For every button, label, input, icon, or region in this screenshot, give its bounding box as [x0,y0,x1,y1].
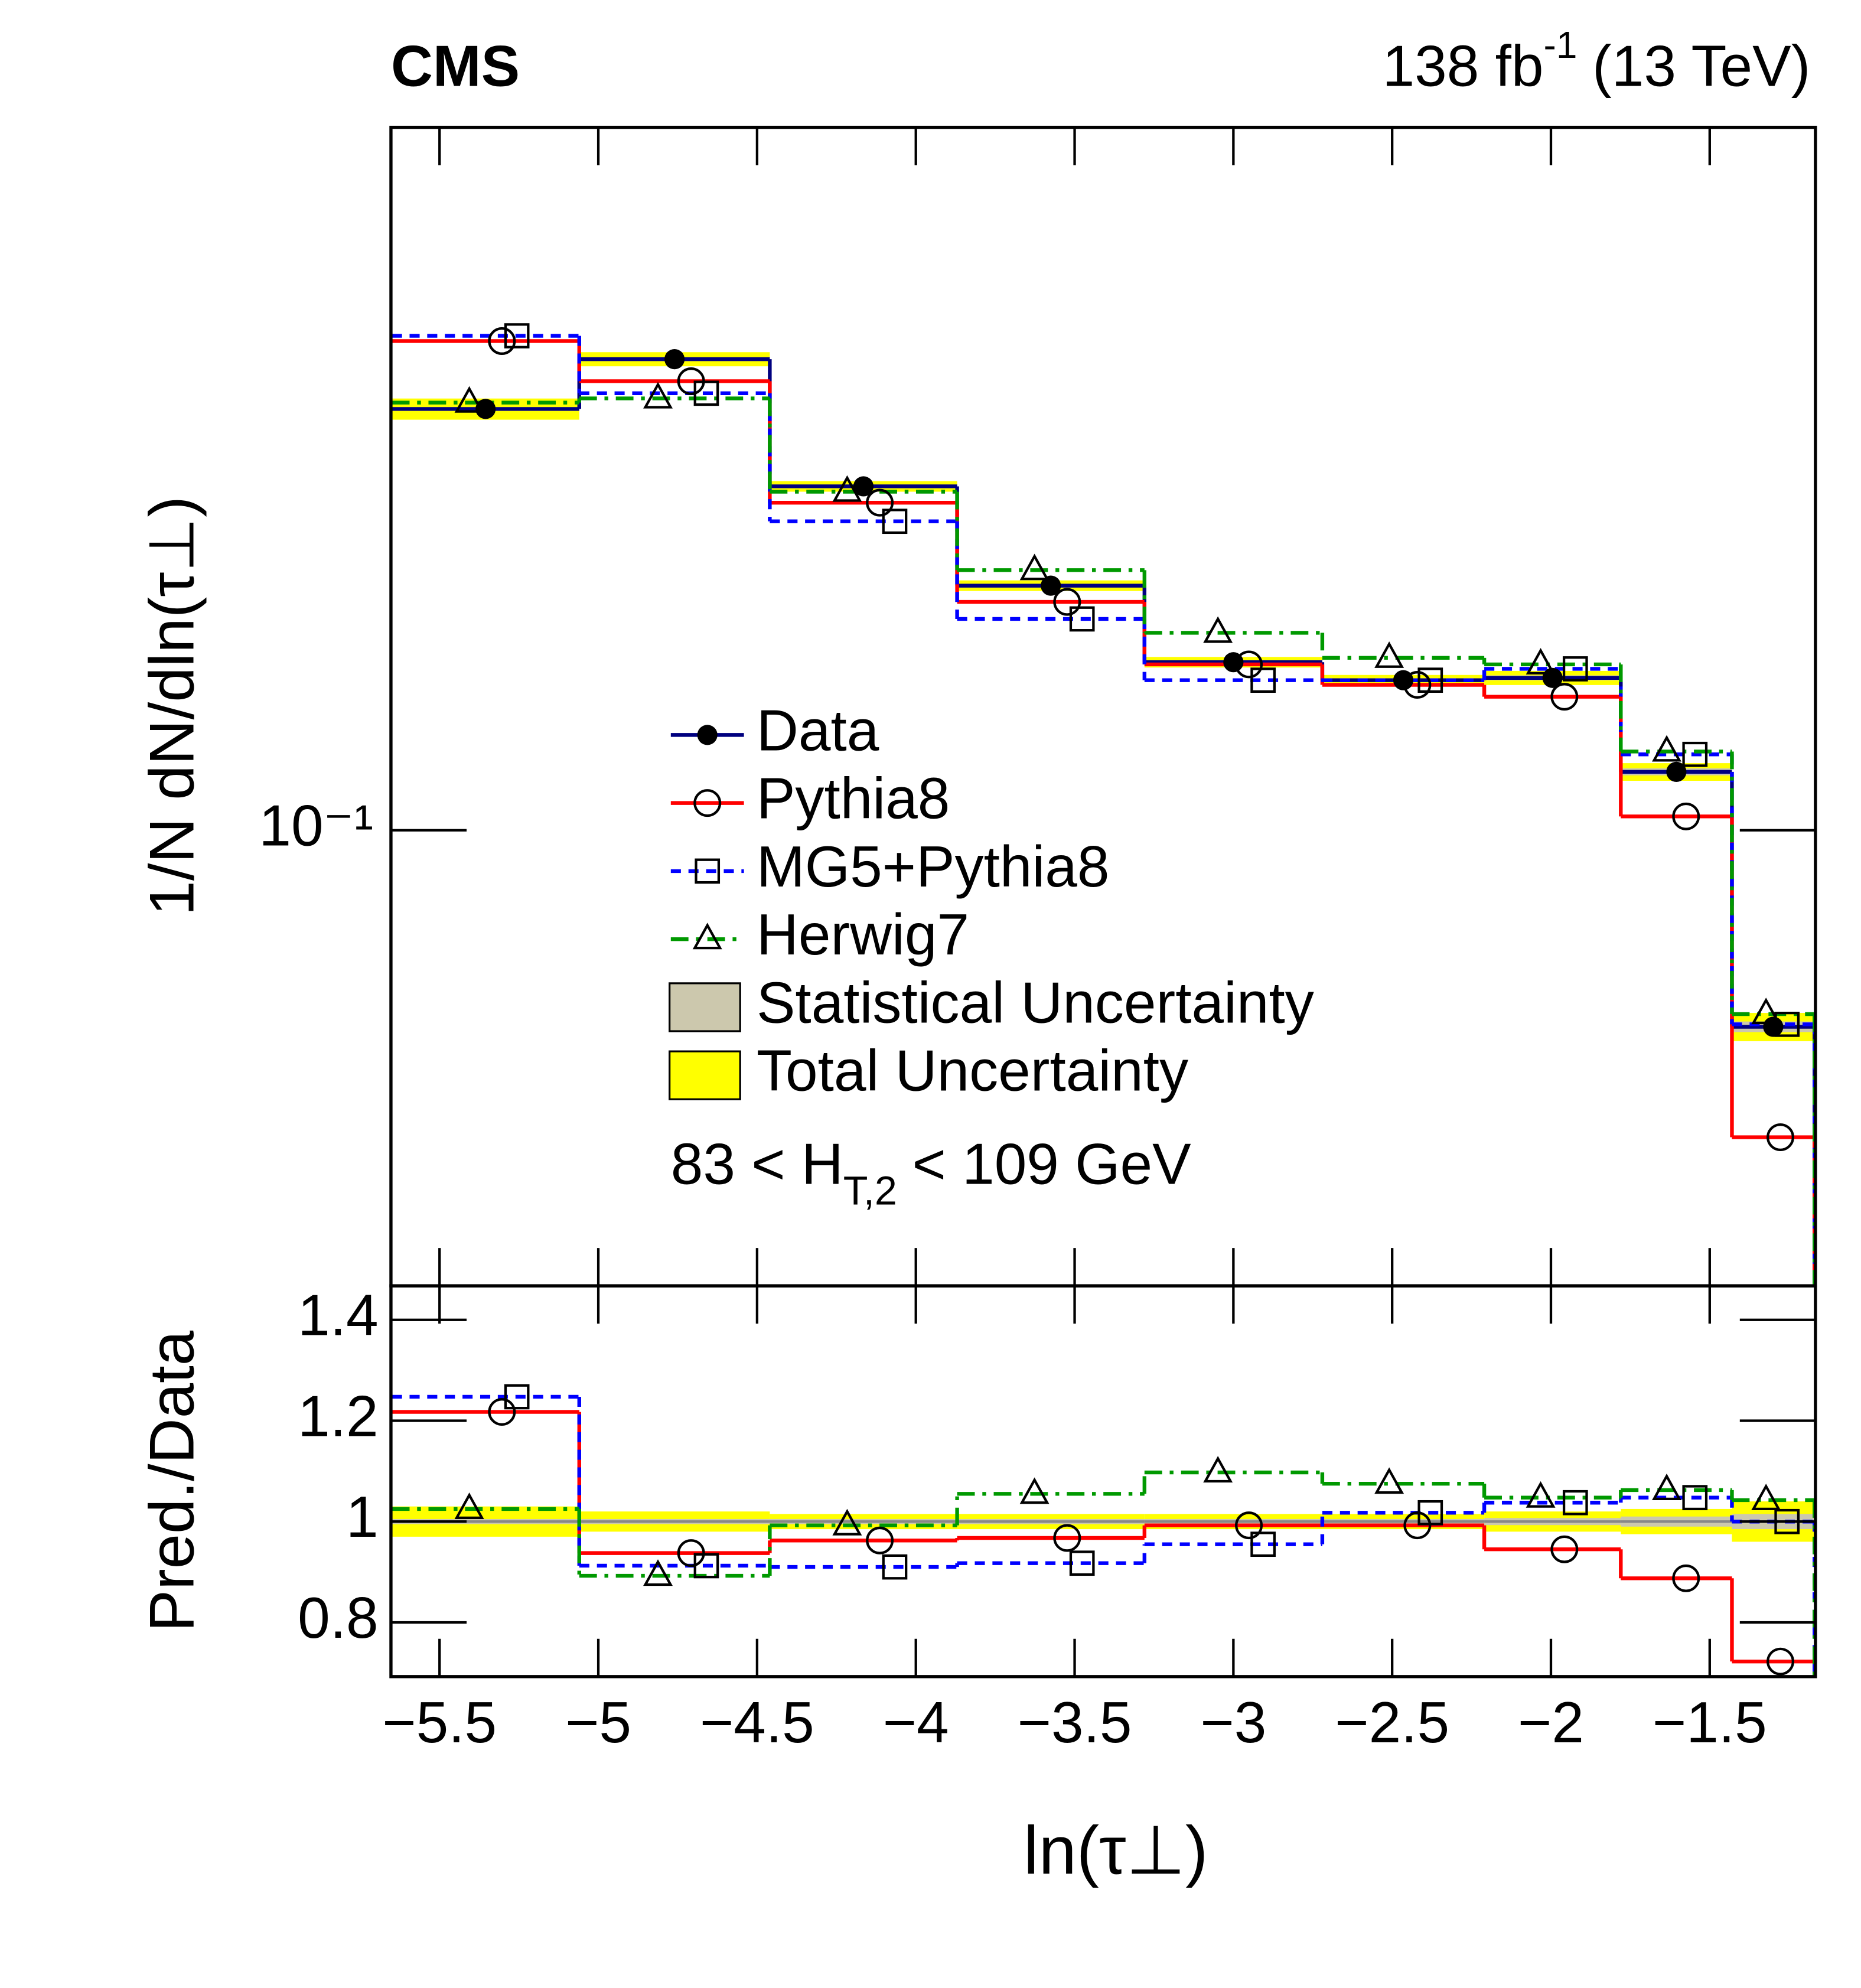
legend-marker [692,923,722,950]
legend-label: MG5+Pythia8 [757,834,1110,899]
lumi-rest: (13 TeV) [1592,33,1810,98]
marker [488,327,516,355]
ratio-y-axis-title: Pred./Data [136,1330,207,1632]
y-tick-label: 1.2 [298,1383,378,1448]
marker [454,1492,484,1519]
marker [1417,1500,1443,1526]
marker [643,382,673,409]
marker [1767,1647,1795,1676]
x-tick-label: −3.5 [1018,1690,1132,1755]
marker [1235,650,1263,679]
y-tick-label: 10⁻¹ [259,793,373,858]
marker [1672,1564,1700,1592]
marker [693,380,719,406]
marker [882,1554,908,1580]
marker [1069,1550,1095,1576]
annotation-text: 83 < H [671,1132,843,1197]
lumi-sup: -1 [1544,24,1578,66]
x-tick-label: −3 [1200,1690,1266,1755]
marker [1774,1011,1800,1037]
marker [1526,1481,1556,1508]
y-axis-title: 1/N dN/dln(τ⊥) [136,496,207,915]
marker [866,1526,894,1554]
marker [866,488,894,517]
annotation-rest: < 109 GeV [912,1132,1192,1197]
marker [882,509,908,535]
marker [1019,1477,1050,1504]
x-tick-label: −2 [1518,1690,1584,1755]
legend-label: Data [757,698,879,762]
marker [1019,553,1050,581]
marker [1403,671,1432,699]
marker [1682,741,1708,767]
marker [1672,802,1700,830]
marker [1652,1474,1681,1500]
marker [1562,656,1588,682]
x-axis-title: ln(τ⊥) [1024,1813,1208,1888]
marker [1550,1535,1579,1563]
marker [1053,588,1081,616]
x-tick-label: −2.5 [1335,1690,1449,1755]
x-tick-label: −1.5 [1653,1690,1767,1755]
marker [1374,641,1404,668]
x-tick-label: −5 [565,1690,631,1755]
marker [1374,1467,1404,1494]
marker [504,1384,530,1410]
marker [1526,648,1556,675]
marker [1203,616,1233,643]
legend-label: Total Uncertainty [757,1038,1188,1103]
x-tick-label: −4.5 [700,1690,814,1755]
marker [1562,1490,1588,1516]
marker [1250,667,1276,693]
y-tick-label: 1.4 [298,1283,378,1348]
marker [454,386,484,413]
marker [1767,1123,1795,1151]
experiment-label: CMS [391,33,520,98]
marker [504,323,530,348]
x-tick-label: −4 [883,1690,949,1755]
legend-marker [693,789,722,817]
marker [832,475,862,502]
plot-frame [389,1284,1817,1679]
marker [1417,667,1443,693]
data-point [475,399,496,419]
y-tick-label: 0.8 [298,1585,378,1650]
annotation-sub: T,2 [843,1168,897,1213]
annotation: 83 < HT,2 < 109 GeV [671,1132,1191,1214]
marker [1235,1511,1263,1540]
legend-marker [697,725,718,745]
marker [1751,998,1781,1025]
legend-marker [695,858,721,884]
data-point [1763,1016,1784,1037]
marker [693,1553,719,1579]
legend-label: Pythia8 [757,766,950,831]
marker [1250,1531,1276,1557]
data-point [664,349,685,370]
marker [643,1559,673,1586]
marker [1652,735,1681,762]
legend-label: Herwig7 [757,902,969,967]
marker [1203,1456,1233,1483]
legend-label: Statistical Uncertainty [757,970,1314,1035]
data-point [1041,575,1061,596]
lumi-text: 138 fb [1383,33,1544,98]
marker [1053,1524,1081,1552]
luminosity-label: 138 fb-1 (13 TeV) [1383,24,1811,98]
marker [1550,683,1579,711]
y-tick-label: 1 [346,1484,379,1549]
legend-swatch [669,982,741,1032]
marker [488,1398,516,1426]
legend-swatch [669,1050,741,1100]
marker [1682,1485,1708,1511]
data-point [853,476,874,497]
marker [832,1508,862,1536]
x-tick-label: −5.5 [382,1690,497,1755]
marker [1069,606,1095,632]
data-point [1666,761,1687,782]
marker [1751,1484,1781,1511]
